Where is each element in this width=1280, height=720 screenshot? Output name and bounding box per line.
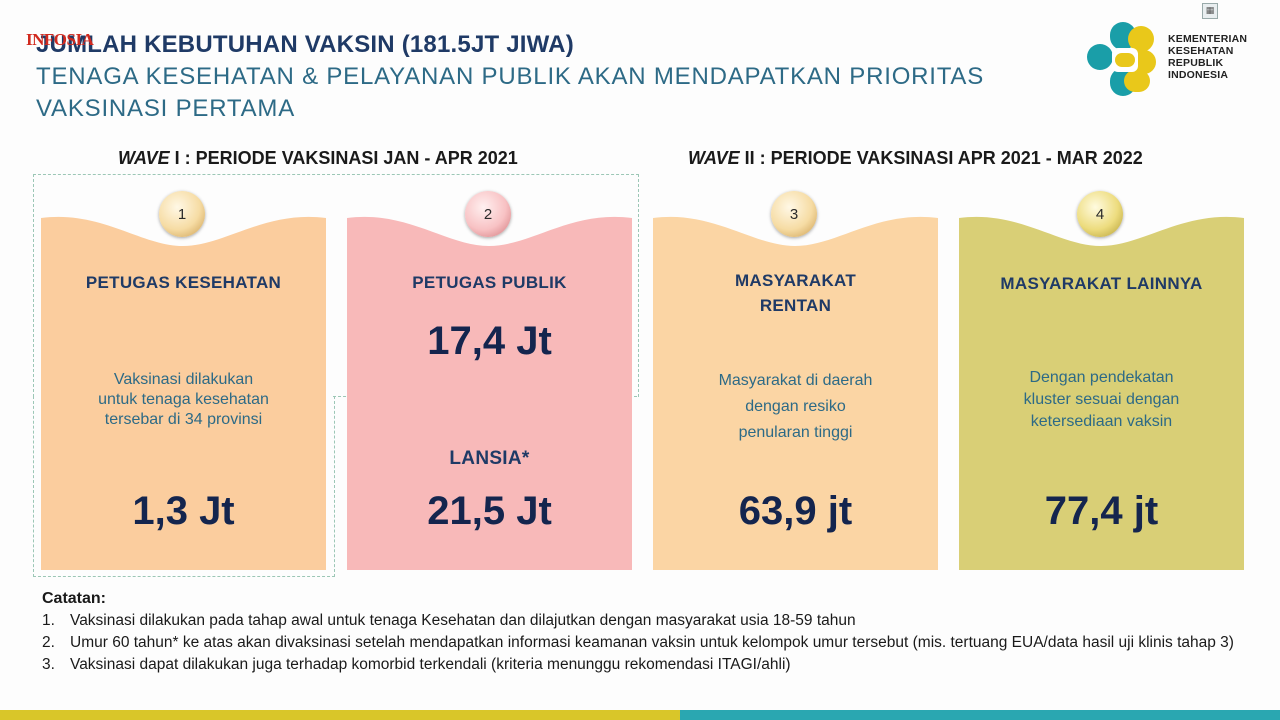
card-description: Masyarakat di daerah dengan resiko penul… [718,372,873,441]
priority-card-2: 2 PETUGAS PUBLIK 17,4 Jt LANSIA* 21,5 Jt [347,191,632,570]
card-number-badge: 2 [465,191,511,237]
priority-card-4: 4 MASYARAKAT LAINNYA Dengan pendekatan k… [959,191,1244,570]
card-title: PETUGAS KESEHATAN [85,273,282,292]
wave-2-heading: WAVE II : PERIODE VAKSINASI APR 2021 - M… [688,148,1143,168]
note-item: 3. Vaksinasi dapat dilakukan juga terhada… [42,656,791,673]
card-title-secondary: LANSIA* [449,448,530,469]
health-cross-icon [1087,22,1156,96]
priority-card-1: 1 PETUGAS KESEHATAN Vaksinasi dilakukan … [41,191,326,570]
card-value: 63,9 jt [738,489,853,533]
card-value: 1,3 Jt [132,489,235,533]
card-number-badge: 3 [771,191,817,237]
card-number-badge: 4 [1077,191,1123,237]
watermark-badge: INFOSIA [26,30,94,49]
card-value: 17,4 Jt [427,319,552,363]
note-item: 1. Vaksinasi dilakukan pada tahap awal un… [42,612,856,629]
wave-1-heading: WAVE I : PERIODE VAKSINASI JAN - APR 202… [118,148,518,168]
page-title: JUMLAH KEBUTUHAN VAKSIN (181.5JT JIWA) [36,31,574,58]
wave-1-highlight [33,174,639,397]
footer-bar-gold [0,710,680,720]
grid-icon[interactable]: ▦ [1202,3,1218,19]
ministry-logo [1087,22,1156,96]
page-subtitle: TENAGA KESEHATAN & PELAYANAN PUBLIK AKAN… [36,63,985,122]
card-title: MASYARAKAT RENTAN [734,271,857,315]
notes-title: Catatan: [42,590,107,607]
card-description: Dengan pendekatan kluster sesuai dengan … [1023,369,1180,430]
wave-1-highlight-lower [33,396,335,577]
card-value: 77,4 jt [1044,489,1159,533]
card-description: Vaksinasi dilakukan untuk tenaga kesehat… [98,371,269,428]
priority-card-3: 3 MASYARAKAT RENTAN Masyarakat di daerah… [653,191,938,570]
notes-section: Catatan: 1. Vaksinasi dilakukan pada taha… [42,590,1242,675]
card-value-secondary: 21,5 Jt [427,489,552,533]
card-number-badge: 1 [159,191,205,237]
ministry-name: KEMENTERIAN KESEHATAN REPUBLIK INDONESIA [1168,33,1248,81]
card-title: PETUGAS PUBLIK [412,273,567,292]
card-title: MASYARAKAT LAINNYA [1000,274,1203,293]
note-item: 2. Umur 60 tahun* ke atas akan divaksinas… [42,634,1234,651]
footer-bar-teal [680,710,1280,720]
